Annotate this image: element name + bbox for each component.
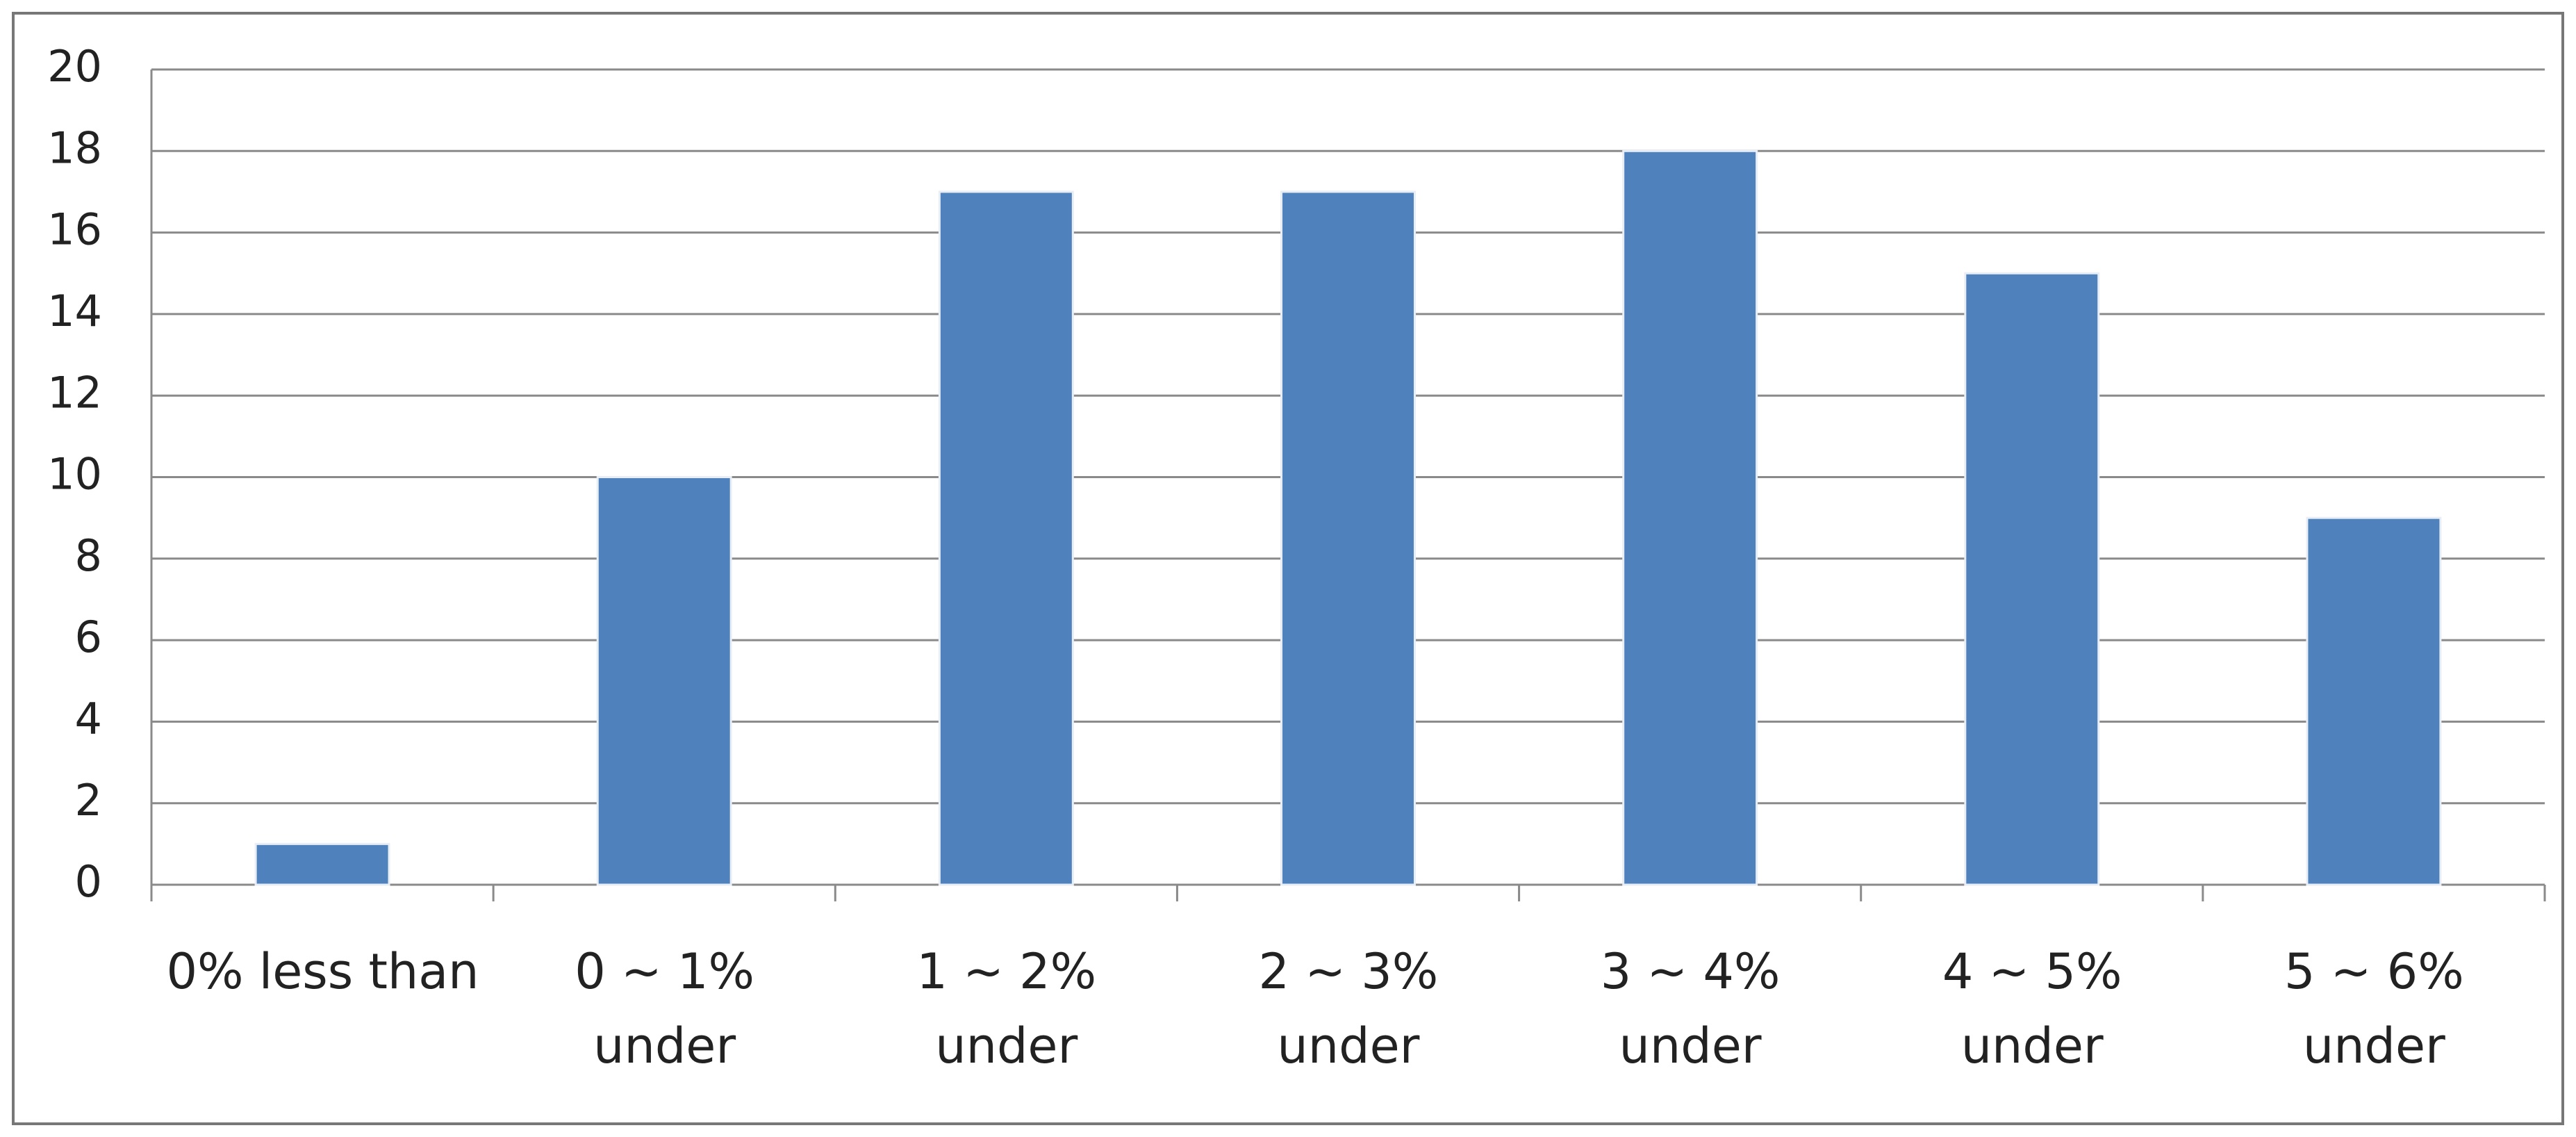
x-tick-label: 5 ~ 6% under (2284, 943, 2464, 1074)
x-tick-label: 0 ~ 1% under (575, 943, 755, 1074)
y-tick-label: 2 (75, 775, 102, 826)
y-tick-label: 12 (47, 367, 102, 418)
y-tick-label: 6 (75, 612, 102, 662)
x-tick-label: 3 ~ 4% under (1600, 943, 1781, 1074)
bar (1964, 272, 2100, 886)
x-tick-label: 1 ~ 2% under (916, 943, 1097, 1074)
bar (1280, 190, 1416, 886)
bar (596, 476, 732, 886)
y-tick-label: 20 (47, 41, 102, 92)
y-tick-label: 8 (75, 530, 102, 581)
y-tick-label: 0 (75, 856, 102, 907)
bar (2306, 516, 2442, 886)
x-tick-label: 0% less than (166, 943, 479, 1000)
bar (1622, 149, 1758, 886)
y-tick-label: 14 (47, 286, 102, 336)
x-tick-label: 2 ~ 3% under (1258, 943, 1439, 1074)
y-tick-label: 4 (75, 693, 102, 744)
y-tick-label: 16 (47, 204, 102, 255)
bar (938, 190, 1074, 886)
bar (254, 842, 390, 886)
x-tick-label: 4 ~ 5% under (1942, 943, 2122, 1074)
y-tick-label: 10 (47, 449, 102, 500)
y-tick-label: 18 (47, 122, 102, 173)
